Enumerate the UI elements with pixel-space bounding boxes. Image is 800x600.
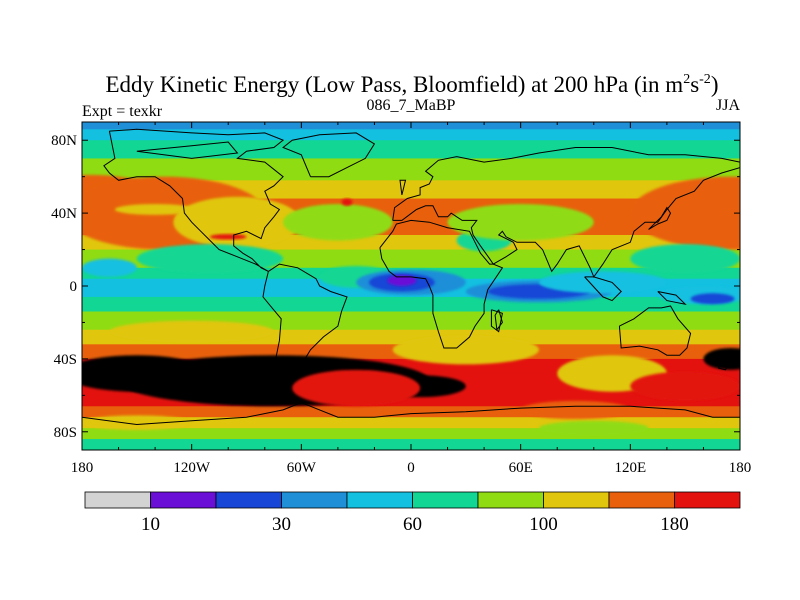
- field-region: [283, 204, 393, 241]
- field-band: [82, 129, 740, 141]
- colorbar-label: 100: [529, 514, 558, 535]
- chart-title: Eddy Kinetic Energy (Low Pass, Bloomfiel…: [106, 72, 719, 97]
- field-region: [114, 204, 196, 215]
- title-close: ): [711, 72, 719, 97]
- field-region: [630, 371, 740, 401]
- field-region: [387, 275, 417, 286]
- field-band: [82, 158, 740, 181]
- field-band: [82, 296, 740, 313]
- title-sup-2: -2: [699, 72, 711, 87]
- subtitle-center: 086_7_MaBP: [367, 97, 456, 114]
- field-region: [341, 198, 353, 206]
- field-region: [447, 204, 594, 241]
- field-region: [109, 320, 274, 343]
- colorbar-box: [477, 491, 544, 509]
- y-tick-label: 40N: [51, 206, 77, 222]
- coastline: [717, 354, 737, 371]
- field-region: [538, 271, 667, 294]
- field-region: [538, 420, 649, 436]
- subtitle-right: JJA: [716, 97, 740, 114]
- y-axis: 80N 40N 0 40S 80S: [51, 133, 740, 441]
- map-plot-area: [82, 122, 740, 450]
- field-band: [82, 417, 740, 429]
- coastline: [494, 309, 503, 331]
- coastline: [379, 219, 504, 349]
- colorbar-box: [84, 491, 151, 509]
- colorbar-box: [412, 491, 479, 509]
- colorbar-box: [150, 491, 217, 509]
- x-tick-label: 180: [729, 460, 752, 476]
- y-tick-label: 80S: [54, 425, 77, 441]
- colorbar-box: [674, 491, 741, 509]
- x-tick-label: 120E: [614, 460, 646, 476]
- x-tick-label: 0: [407, 460, 415, 476]
- coastline: [282, 132, 376, 178]
- colorbar-box: [215, 491, 282, 509]
- colorbar-label: 10: [141, 514, 160, 535]
- x-tick-label: 180: [71, 460, 94, 476]
- field-region: [630, 176, 740, 250]
- subtitle-left: Expt = texkr: [82, 103, 163, 120]
- colorbar-label: 180: [660, 514, 689, 535]
- colorbar: 10 30 60 100 180: [84, 491, 741, 535]
- colorbar-label: 60: [403, 514, 422, 535]
- coastline: [262, 263, 348, 387]
- field-region: [82, 258, 137, 277]
- colorbar-box: [281, 491, 348, 509]
- title-s: s: [690, 72, 699, 97]
- y-tick-label: 40S: [54, 352, 77, 368]
- colorbar-box: [543, 491, 610, 509]
- x-tick-label: 60E: [509, 460, 533, 476]
- colorbar-box: [608, 491, 675, 509]
- x-tick-label: 120W: [173, 460, 211, 476]
- field-band: [82, 406, 740, 418]
- contour-field: [82, 122, 740, 450]
- field-region: [173, 196, 302, 248]
- title-main: Eddy Kinetic Energy (Low Pass, Bloomfiel…: [106, 72, 684, 97]
- coastline: [82, 402, 740, 426]
- coastline: [399, 179, 407, 196]
- coastlines: [82, 128, 740, 426]
- coastline: [584, 276, 622, 302]
- title-sup-1: 2: [683, 72, 690, 87]
- y-tick-label: 80N: [51, 133, 77, 149]
- field-band: [82, 140, 740, 160]
- field-region: [209, 234, 247, 240]
- field-region: [520, 400, 631, 420]
- field-region: [630, 244, 740, 274]
- colorbar-label: 30: [272, 514, 291, 535]
- field-region: [82, 415, 192, 430]
- colorbar-box: [346, 491, 413, 509]
- field-region: [292, 369, 421, 407]
- field-region: [136, 244, 284, 274]
- coastline: [648, 206, 672, 230]
- field-band: [82, 428, 740, 440]
- field-region: [703, 347, 740, 370]
- y-tick-label: 0: [70, 279, 78, 295]
- x-axis: 180 120W 60W 0 60E 120E 180: [71, 122, 752, 476]
- coastline: [136, 141, 239, 159]
- field-region: [392, 335, 539, 365]
- coastline: [103, 128, 285, 272]
- coastline: [490, 309, 503, 333]
- field-region: [82, 355, 210, 392]
- coastline: [392, 147, 740, 278]
- x-tick-label: 60W: [287, 460, 317, 476]
- field-region: [690, 293, 735, 305]
- coastline: [657, 291, 687, 306]
- coastline: [618, 305, 692, 356]
